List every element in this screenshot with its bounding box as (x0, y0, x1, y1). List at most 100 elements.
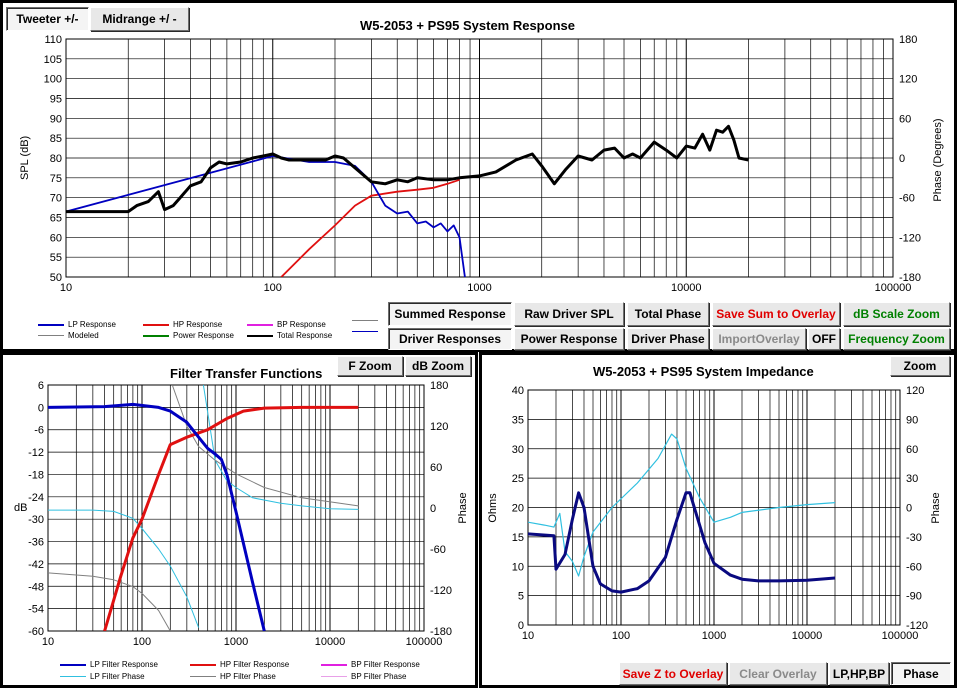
system-impedance-title: W5-2053 + PS95 System Impedance (593, 364, 814, 379)
lp-hp-bp-button[interactable]: LP,HP,BP (829, 662, 889, 685)
y-tick-label: -54 (28, 604, 44, 616)
series-total-response (66, 124, 749, 214)
series-impedance-phase (528, 433, 836, 577)
plot-border (527, 389, 901, 626)
summed-response-button[interactable]: Summed Response (388, 302, 512, 326)
series-hp-filter-phase (48, 385, 359, 631)
x-tick-label: 100 (612, 630, 630, 642)
system-impedance-panel (479, 352, 957, 688)
y-tick-label: 95 (50, 94, 62, 106)
x-tick-label: 100 (133, 636, 151, 648)
y2-tick-label: 180 (899, 34, 917, 46)
plot-border (47, 384, 425, 632)
x-tick-label: 10 (60, 282, 72, 294)
y2-tick-label: 180 (430, 380, 448, 392)
power-response-button[interactable]: Power Response (514, 328, 624, 350)
legend-hp-response: HP Response (143, 320, 222, 329)
y-tick-label: 75 (50, 173, 62, 185)
y2-tick-label: 0 (906, 503, 912, 515)
x-tick-label: 1000 (467, 282, 491, 294)
y-tick-label: 70 (50, 193, 62, 205)
phase-button[interactable]: Phase (891, 662, 951, 685)
series-hp-response (280, 178, 460, 277)
y-tick-label: 0 (38, 402, 44, 414)
y2-tick-label: 0 (430, 503, 436, 515)
y2-tick-label: 120 (899, 74, 917, 86)
x-tick-label: 1000 (702, 630, 726, 642)
tweeter-tab[interactable]: Tweeter +/- (6, 7, 89, 31)
y-tick-label: 90 (50, 113, 62, 125)
series-lp-filter-response (48, 402, 266, 631)
y2-tick-label: -120 (899, 232, 921, 244)
driver-responses-button[interactable]: Driver Responses (388, 328, 512, 350)
x-tick-label: 100000 (882, 630, 919, 642)
system-response-chart: 110 105 100 95 90 85 80 75 70 65 60 55 50 180 120 60 0 -6… (44, 34, 921, 294)
legend-hp-filter-response: HP Filter Response (190, 660, 289, 669)
series-impedance (528, 491, 836, 594)
y2-tick-label: 60 (430, 462, 442, 474)
y-tick-label: 15 (512, 532, 524, 544)
y-tick-label: 0 (518, 620, 524, 632)
filter-transfer-chart: 60-6-12-18-24-30-36-42-48-54-60180120600… (28, 380, 452, 648)
y-tick-label: -60 (28, 626, 44, 638)
legend-power-response: Power Response (143, 331, 234, 340)
y-tick-label: 105 (44, 54, 62, 66)
y2-tick-label: -60 (899, 193, 915, 205)
driver-phase-button[interactable]: Driver Phase (627, 328, 709, 350)
db-scale-zoom-button[interactable]: dB Scale Zoom (843, 302, 950, 326)
save-sum-to-overlay-button[interactable]: Save Sum to Overlay (712, 302, 840, 326)
y-tick-label: 40 (512, 385, 524, 397)
y2-tick-label: -120 (906, 620, 928, 632)
y-tick-label: 35 (512, 414, 524, 426)
x-tick-label: 1000 (224, 636, 248, 648)
y2-tick-label: 60 (906, 444, 918, 456)
overlay-off-button[interactable]: OFF (808, 328, 840, 350)
y2-tick-label: 60 (899, 113, 911, 125)
f-zoom-button[interactable]: F Zoom (337, 356, 403, 376)
legend-bp-filter-response: BP Filter Response (321, 660, 420, 669)
series-lp-filter-phase (48, 385, 359, 628)
y2-tick-label: 90 (906, 414, 918, 426)
y-tick-label: -18 (28, 469, 44, 481)
y-tick-label: -42 (28, 559, 44, 571)
y-tick-label: -12 (28, 447, 44, 459)
frequency-zoom-button[interactable]: Frequency Zoom (843, 328, 950, 350)
total-phase-button[interactable]: Total Phase (627, 302, 709, 326)
legend-extra-2 (352, 331, 382, 332)
y-tick-label: 25 (512, 473, 524, 485)
impedance-zoom-button[interactable]: Zoom (890, 356, 950, 376)
clear-overlay-button[interactable]: Clear Overlay (729, 662, 827, 685)
save-z-to-overlay-button[interactable]: Save Z to Overlay (619, 662, 727, 685)
y2-tick-label: 120 (906, 385, 924, 397)
y2-tick-label: -180 (430, 626, 452, 638)
y2-tick-label: -60 (430, 544, 446, 556)
legend-extra-1 (352, 320, 382, 321)
y2-tick-label: 30 (906, 473, 918, 485)
db-zoom-button[interactable]: dB Zoom (405, 356, 471, 376)
x-tick-label: 10 (522, 630, 534, 642)
y-tick-label: 55 (50, 252, 62, 264)
midrange-tab[interactable]: Midrange +/ - (90, 7, 189, 31)
y-tick-label: -36 (28, 537, 44, 549)
y-tick-label: 60 (50, 232, 62, 244)
y2-tick-label: -90 (906, 591, 922, 603)
y-tick-label: 110 (44, 34, 62, 46)
system-response-title: W5-2053 + PS95 System Response (360, 18, 575, 33)
y2-tick-label: 0 (899, 153, 905, 165)
import-overlay-button[interactable]: ImportOverlay (712, 328, 806, 350)
legend-lp-response: LP Response (38, 320, 116, 329)
plot-border (65, 38, 894, 278)
x-tick-label: 10000 (315, 636, 346, 648)
legend-lp-filter-phase: LP Filter Phase (60, 672, 145, 681)
raw-driver-spl-button[interactable]: Raw Driver SPL (514, 302, 624, 326)
y2-tick-label: -30 (906, 532, 922, 544)
y-tick-label: 65 (50, 213, 62, 225)
y-tick-label: 10 (512, 561, 524, 573)
y-tick-label: 80 (50, 153, 62, 165)
y2-tick-label: -180 (899, 272, 921, 284)
filter-transfer-title: Filter Transfer Functions (170, 366, 323, 381)
legend-total-response: Total Response (247, 331, 332, 340)
x-tick-label: 100000 (875, 282, 912, 294)
legend-hp-filter-phase: HP Filter Phase (190, 672, 276, 681)
series-lp-response (66, 155, 466, 277)
